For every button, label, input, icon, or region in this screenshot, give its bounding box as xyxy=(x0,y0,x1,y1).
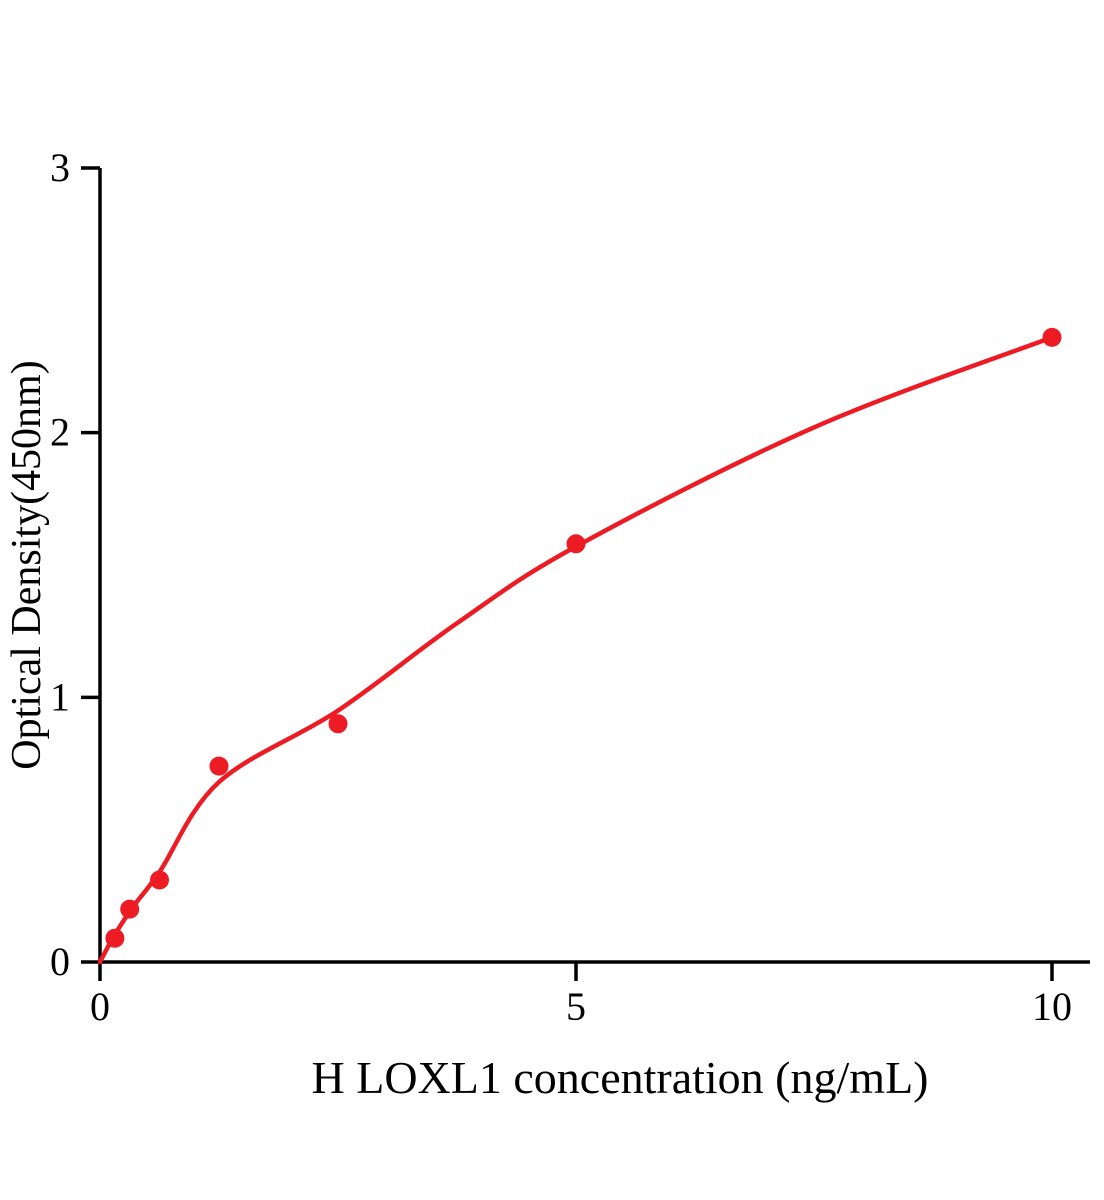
axes xyxy=(98,168,1090,964)
data-point xyxy=(150,870,169,890)
x-tick-label: 5 xyxy=(566,984,586,1029)
data-point xyxy=(105,928,125,948)
tick-marks xyxy=(81,166,1054,981)
data-point xyxy=(328,714,348,734)
tick-labels: 0 5 10 0 1 2 3 xyxy=(50,145,1072,1029)
x-axis-title: H LOXL1 concentration (ng/mL) xyxy=(312,1052,929,1103)
x-tick-label: 0 xyxy=(90,984,110,1029)
y-tick-label: 2 xyxy=(50,410,70,455)
y-tick-label: 0 xyxy=(50,939,70,984)
data-point xyxy=(120,899,140,919)
y-tick-label: 1 xyxy=(50,674,70,719)
data-point xyxy=(209,756,229,776)
y-axis-title: Optical Density(450nm) xyxy=(4,360,50,769)
data-points xyxy=(105,327,1062,948)
fit-curve-line xyxy=(97,335,1055,965)
data-point xyxy=(1042,327,1062,347)
x-tick-label: 10 xyxy=(1032,984,1072,1029)
y-tick-label: 3 xyxy=(50,145,70,190)
data-point xyxy=(566,534,586,554)
